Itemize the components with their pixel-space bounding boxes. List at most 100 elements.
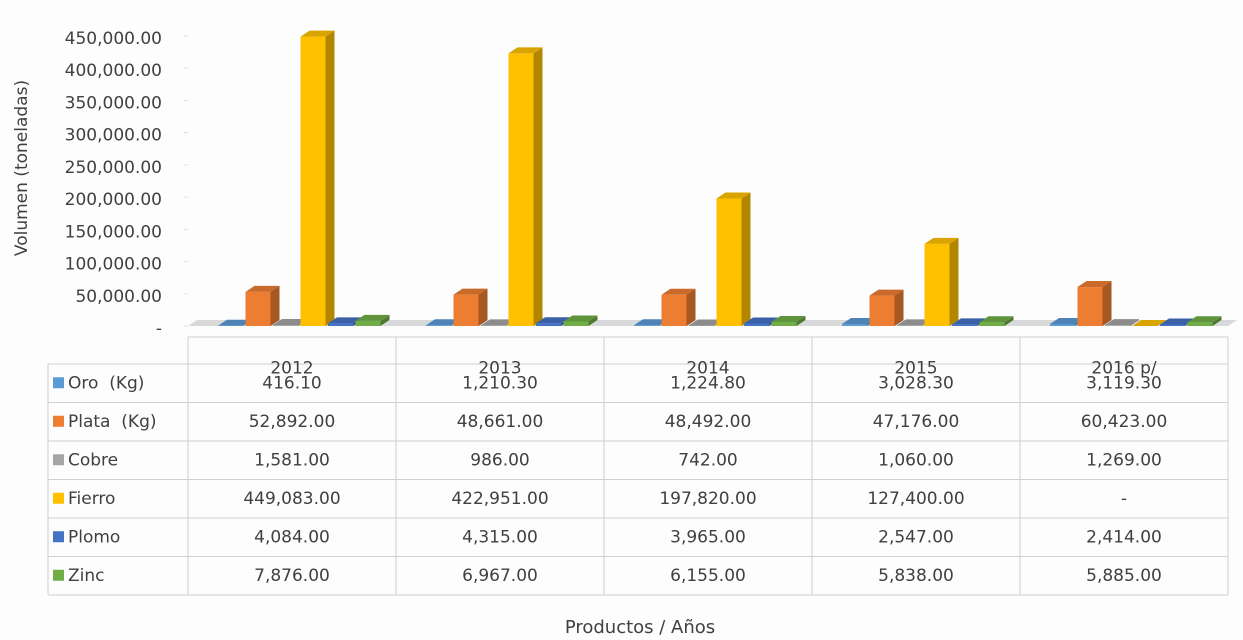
- bar: [301, 37, 326, 326]
- bar: [1188, 322, 1213, 326]
- table-value: 1,224.80: [670, 373, 746, 393]
- bar-side: [271, 286, 280, 326]
- y-tick-label: 350,000.00: [65, 93, 162, 113]
- table-value: 60,423.00: [1081, 412, 1168, 432]
- table-value: -: [1121, 489, 1127, 509]
- bar-group: [454, 289, 488, 326]
- bar-group: [301, 31, 335, 326]
- legend-label: Fierro: [68, 489, 115, 509]
- y-tick-label: 250,000.00: [65, 158, 162, 178]
- bar: [952, 324, 977, 326]
- table-value: 4,315.00: [462, 527, 538, 547]
- bar-group: [870, 290, 904, 326]
- bar-side: [1103, 281, 1112, 326]
- bar: [1050, 324, 1075, 326]
- bar: [1078, 287, 1103, 326]
- y-tick-label: 400,000.00: [65, 61, 162, 81]
- table-value: 3,965.00: [670, 527, 746, 547]
- bar-group: [662, 289, 696, 326]
- bar: [564, 322, 589, 326]
- bar: [634, 325, 659, 326]
- table-value: 1,269.00: [1086, 450, 1162, 470]
- table-value: 2,547.00: [878, 527, 954, 547]
- bar: [509, 53, 534, 326]
- legend-swatch: [53, 416, 64, 427]
- legend-swatch: [53, 454, 64, 465]
- table-value: 986.00: [470, 450, 529, 470]
- legend-swatch: [53, 531, 64, 542]
- bar-side: [742, 193, 751, 326]
- bar: [1160, 324, 1185, 326]
- bar: [536, 323, 561, 326]
- x-axis-title: Productos / Años: [565, 617, 715, 638]
- bar-group: [246, 286, 280, 326]
- table-value: 422,951.00: [451, 489, 548, 509]
- legend-label: Plomo: [68, 527, 120, 547]
- bar-side: [534, 47, 543, 326]
- bar: [356, 321, 381, 326]
- y-axis-title: Volumen (toneladas): [12, 80, 32, 256]
- bar: [897, 325, 922, 326]
- legend-label: Oro (Kg): [68, 373, 144, 393]
- legend-swatch: [53, 377, 64, 388]
- y-tick-label: 450,000.00: [65, 29, 162, 49]
- legend-swatch: [53, 493, 64, 504]
- y-tick-label: 100,000.00: [65, 255, 162, 275]
- bar: [925, 244, 950, 326]
- y-tick-label: -: [156, 319, 162, 339]
- table-value: 197,820.00: [659, 489, 756, 509]
- bar-side: [950, 238, 959, 326]
- bar: [717, 199, 742, 326]
- legend-label: Zinc: [68, 566, 105, 586]
- bar: [870, 296, 895, 326]
- bar-side: [895, 290, 904, 326]
- bar: [454, 295, 479, 326]
- table-value: 5,885.00: [1086, 566, 1162, 586]
- bar-group: [509, 47, 543, 326]
- table-value: 742.00: [678, 450, 737, 470]
- table-value: 47,176.00: [873, 412, 960, 432]
- y-tick-label: 150,000.00: [65, 222, 162, 242]
- table-value: 1,581.00: [254, 450, 330, 470]
- table-value: 1,060.00: [878, 450, 954, 470]
- chart: Volumen (toneladas) Productos / Años - 50…: [0, 0, 1243, 640]
- table-value: 7,876.00: [254, 566, 330, 586]
- table-value: 52,892.00: [249, 412, 336, 432]
- table-value: 4,084.00: [254, 527, 330, 547]
- table-value: 449,083.00: [243, 489, 340, 509]
- bar: [273, 325, 298, 326]
- table-value: 3,028.30: [878, 373, 954, 393]
- bar: [842, 324, 867, 326]
- table-value: 416.10: [262, 373, 321, 393]
- table-value: 6,967.00: [462, 566, 538, 586]
- table-value: 3,119.30: [1086, 373, 1162, 393]
- legend-label: Plata (Kg): [68, 412, 157, 432]
- table-value: 48,492.00: [665, 412, 752, 432]
- y-tick-label: 200,000.00: [65, 190, 162, 210]
- y-tick-label: 300,000.00: [65, 126, 162, 146]
- legend-label: Cobre: [68, 450, 118, 470]
- table-value: 127,400.00: [867, 489, 964, 509]
- bar: [1105, 325, 1130, 326]
- bar: [328, 323, 353, 326]
- y-tick-label: 50,000.00: [75, 287, 162, 307]
- bar-side: [326, 31, 335, 326]
- bar: [744, 323, 769, 326]
- bar-group: [1078, 281, 1112, 326]
- bar-side: [479, 289, 488, 326]
- table-value: 6,155.00: [670, 566, 746, 586]
- legend-swatch: [53, 570, 64, 581]
- table-value: 48,661.00: [457, 412, 544, 432]
- bar: [481, 325, 506, 326]
- bar-side: [687, 289, 696, 326]
- table-value: 2,414.00: [1086, 527, 1162, 547]
- bar: [426, 325, 451, 326]
- bar: [246, 292, 271, 326]
- bar-group: [925, 238, 959, 326]
- table-value: 1,210.30: [462, 373, 538, 393]
- bar: [980, 322, 1005, 326]
- table-value: 5,838.00: [878, 566, 954, 586]
- bar-group: [717, 193, 751, 326]
- bar: [662, 295, 687, 326]
- bar: [772, 322, 797, 326]
